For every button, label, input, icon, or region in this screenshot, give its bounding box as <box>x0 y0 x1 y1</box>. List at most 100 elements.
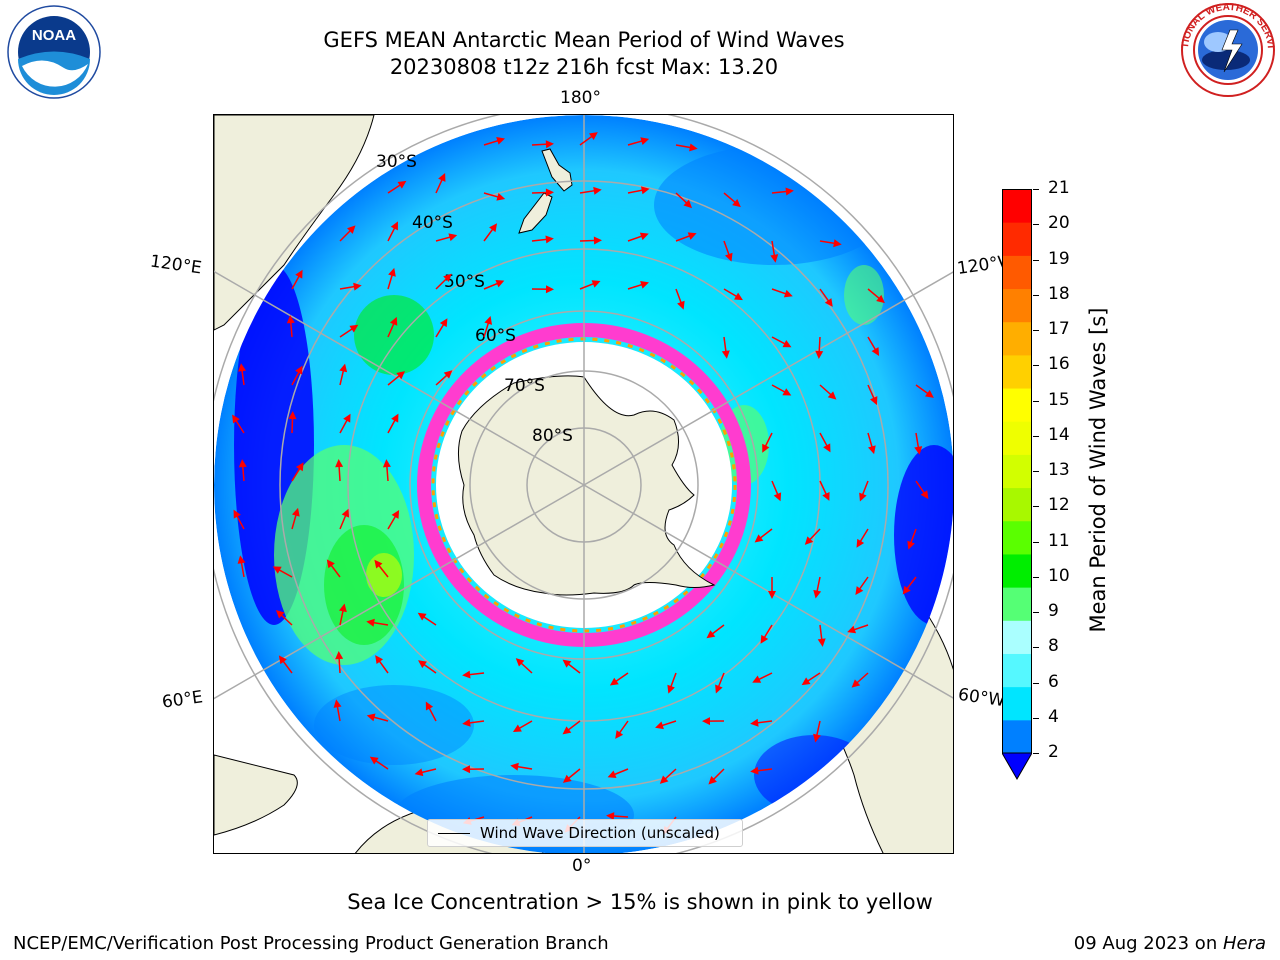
colorbar-segment <box>1002 520 1032 555</box>
wind-wave-arrowhead <box>562 774 572 783</box>
wind-wave-arrowhead <box>593 236 602 245</box>
wind-wave-arrowhead <box>856 538 865 548</box>
colorbar-tick-label: 15 <box>1048 389 1070 410</box>
wind-wave-arrowhead <box>545 140 554 149</box>
wind-wave-arrowhead <box>496 137 506 145</box>
wind-wave-arrowhead <box>639 232 649 241</box>
noaa-logo-text: NOAA <box>32 27 76 44</box>
wind-wave-arrowhead <box>677 300 685 310</box>
colorbar-segment <box>1002 487 1032 522</box>
wind-wave-arrowhead <box>593 186 602 195</box>
lon-label-0: 0° <box>572 856 592 876</box>
polar-map-canvas: 30°S 40°S 50°S 60°S 70°S 80°S <box>214 115 953 853</box>
wind-wave-arrowhead <box>374 559 383 569</box>
wind-wave-arrowhead <box>907 540 915 550</box>
wind-wave-arrowhead <box>851 679 861 688</box>
colorbar-segment <box>1002 288 1032 323</box>
legend-line-swatch <box>438 833 470 834</box>
colorbar-segment <box>1002 454 1032 489</box>
wind-wave-arrowhead <box>822 491 830 501</box>
wind-wave-arrowhead <box>515 658 525 667</box>
wind-wave-arrowhead <box>425 701 434 711</box>
wind-wave-arrowhead <box>418 660 427 669</box>
wind-wave-arrowhead <box>562 726 572 735</box>
colorbar-tick-mark <box>1033 541 1039 543</box>
wind-wave-arrowhead <box>291 507 300 517</box>
colorbar-tick-label: 10 <box>1048 565 1070 586</box>
wind-wave-arrowhead <box>443 273 452 283</box>
wind-wave-arrowhead <box>353 282 362 291</box>
wind-wave-arrowhead <box>762 443 770 453</box>
colorbar-tick-label: 12 <box>1048 495 1070 516</box>
wind-wave-arrowhead <box>339 363 348 373</box>
wind-wave-arrowhead <box>609 677 619 686</box>
map-title: GEFS MEAN Antarctic Mean Period of Wind … <box>323 28 845 52</box>
wind-wave-arrowhead <box>591 280 601 288</box>
wind-wave-arrowhead <box>750 766 759 775</box>
wind-wave-arrowhead <box>588 132 598 141</box>
map-subtitle: 20230808 t12z 216h fcst Max: 13.20 <box>389 55 779 79</box>
colorbar-tick-label: 18 <box>1048 283 1070 304</box>
wind-wave-arrowhead <box>391 510 400 519</box>
colorbar-tick-label: 17 <box>1048 319 1070 339</box>
colorbar-tick-mark <box>1033 189 1039 190</box>
lon-label-60e: 60°E <box>160 687 205 713</box>
wind-wave-arrowhead <box>443 370 453 379</box>
wind-wave-arrowhead <box>545 235 554 244</box>
colorbar-tick-mark <box>1033 224 1039 226</box>
wind-wave-arrowhead <box>397 180 407 189</box>
wind-wave-arrowhead <box>237 555 246 564</box>
wind-wave-arrowhead <box>366 713 376 722</box>
wind-wave-arrowhead <box>335 651 344 660</box>
wind-wave-arrowhead <box>847 625 857 634</box>
wind-wave-arrowhead <box>824 298 833 307</box>
colorbar-tick-mark <box>1033 435 1039 437</box>
wind-wave-arrowhead <box>914 446 923 455</box>
wind-wave-arrowhead <box>562 659 572 668</box>
wind-wave-arrowhead <box>683 199 693 209</box>
lat-label-70s: 70°S <box>504 376 545 396</box>
colorbar-segment <box>1002 686 1032 721</box>
wind-wave-arrowhead <box>827 391 837 400</box>
wind-wave-arrowhead <box>868 445 876 455</box>
wind-wave-arrowhead <box>275 609 285 619</box>
colorbar-segment <box>1002 587 1032 621</box>
colorbar-outline <box>1002 189 1032 754</box>
wind-wave-arrowhead <box>689 143 698 152</box>
wind-wave-arrowhead <box>902 585 911 595</box>
footer-machine: Hera <box>1222 933 1266 954</box>
wind-wave-arrowhead <box>341 508 350 518</box>
wind-wave-arrows <box>232 132 934 835</box>
map-legend: Wind Wave Direction (unscaled) <box>427 819 743 847</box>
wind-wave-arrowhead <box>833 239 842 248</box>
wind-wave-arrowhead <box>920 490 929 500</box>
colorbar <box>1002 189 1032 780</box>
wind-wave-arrowhead <box>783 289 793 298</box>
wind-wave-arrowhead <box>510 762 519 771</box>
wind-wave-arrowhead <box>859 492 867 502</box>
wind-wave-arrowhead <box>721 350 730 359</box>
colorbar-tick-label: 9 <box>1048 601 1059 621</box>
wind-wave-arrowhead <box>414 768 424 777</box>
colorbar-segment <box>1002 719 1032 754</box>
wind-wave-arrowhead <box>396 371 406 380</box>
colorbar-segment <box>1002 421 1032 455</box>
lat-label-40s: 40°S <box>412 213 453 233</box>
wind-wave-arrowhead <box>615 730 624 739</box>
wind-wave-arrowhead <box>768 590 777 599</box>
wind-wave-arrowhead <box>876 294 885 304</box>
colorbar-segment <box>1002 354 1032 389</box>
colorbar-tick-mark <box>1033 647 1039 649</box>
footer-date-text: 09 Aug 2023 on <box>1073 933 1223 954</box>
sea-ice-note: Sea Ice Concentration > 15% is shown in … <box>347 890 933 914</box>
wind-wave-arrowhead <box>484 316 493 325</box>
colorbar-tick-label: 4 <box>1048 706 1059 727</box>
wind-wave-arrowhead <box>462 718 471 727</box>
wind-wave-arrowhead <box>349 324 359 333</box>
wind-wave-arrowhead <box>495 279 505 288</box>
wind-wave-arrowhead <box>439 318 448 328</box>
wind-wave-arrowhead <box>462 670 471 679</box>
wind-wave-arrowhead <box>462 765 471 774</box>
wind-wave-arrowhead <box>496 192 506 201</box>
wind-wave-arrowhead <box>278 655 287 665</box>
